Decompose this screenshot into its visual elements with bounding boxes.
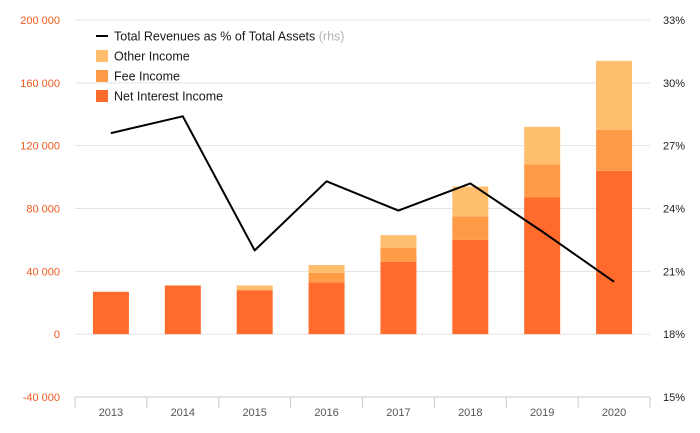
legend-box-swatch xyxy=(96,90,108,102)
left-tick-label: 200 000 xyxy=(20,15,60,27)
gridlines xyxy=(75,19,650,335)
x-axis: 2013 2014 2015 2016 2017 2018 2019 2020 xyxy=(74,396,651,419)
right-axis-ticks: 15% 18% 21% 24% 27% 30% 33% xyxy=(663,15,685,404)
bar-net-interest-income xyxy=(92,291,129,335)
x-tick-label: 2019 xyxy=(530,407,554,419)
x-tick-label: 2018 xyxy=(458,407,482,419)
right-tick-label: 30% xyxy=(663,78,685,90)
legend: Total Revenues as % of Total Assets (rhs… xyxy=(96,30,344,104)
bar-net-interest-income xyxy=(236,290,273,335)
bar-fee-income xyxy=(380,247,417,262)
x-tick-label: 2017 xyxy=(386,407,410,419)
bar-fee-income xyxy=(452,216,489,240)
bar-other-income xyxy=(308,265,345,273)
bar-fee-income xyxy=(524,164,561,198)
x-tick-label: 2014 xyxy=(171,407,195,419)
bar-net-interest-income xyxy=(596,170,633,335)
bar-other-income xyxy=(236,285,273,291)
legend-note: (rhs) xyxy=(315,30,344,44)
x-tick-label: 2020 xyxy=(602,407,626,419)
revenue-ratio-line xyxy=(110,115,615,283)
right-tick-label: 21% xyxy=(663,266,685,278)
legend-label: Net Interest Income xyxy=(114,90,223,104)
left-tick-label: 120 000 xyxy=(20,141,60,153)
bar-net-interest-income xyxy=(164,285,201,335)
legend-box-swatch xyxy=(96,70,108,82)
bar-net-interest-income xyxy=(452,239,489,335)
left-tick-label: 160 000 xyxy=(20,78,60,90)
bar-net-interest-income xyxy=(524,197,561,335)
bar-other-income xyxy=(380,235,417,248)
bar-other-income xyxy=(524,126,561,165)
x-tick-label: 2013 xyxy=(99,407,123,419)
revenue-ratio-line-path xyxy=(110,115,615,283)
x-tick-label: 2016 xyxy=(314,407,338,419)
legend-label: Total Revenues as % of Total Assets (rhs… xyxy=(114,30,344,44)
left-tick-label: 80 000 xyxy=(26,204,60,216)
bar-other-income xyxy=(596,60,633,130)
left-tick-label: 0 xyxy=(54,329,60,341)
right-tick-label: 33% xyxy=(663,15,685,27)
left-tick-label: 40 000 xyxy=(26,266,60,278)
right-tick-label: 18% xyxy=(663,329,685,341)
right-tick-label: 27% xyxy=(663,141,685,153)
bar-fee-income xyxy=(308,272,345,283)
legend-label: Fee Income xyxy=(114,70,180,84)
left-axis-ticks: -40 000 0 40 000 80 000 120 000 160 000 200 00… xyxy=(20,15,60,404)
bar-net-interest-income xyxy=(308,282,345,335)
stacked-bars xyxy=(92,60,633,335)
left-tick-label: -40 000 xyxy=(23,392,60,404)
x-tick-label: 2015 xyxy=(242,407,266,419)
bar-net-interest-income xyxy=(380,261,417,335)
bar-fee-income xyxy=(596,129,633,171)
right-tick-label: 24% xyxy=(663,204,685,216)
right-tick-label: 15% xyxy=(663,392,685,404)
legend-box-swatch xyxy=(96,50,108,62)
legend-label: Other Income xyxy=(114,50,190,64)
